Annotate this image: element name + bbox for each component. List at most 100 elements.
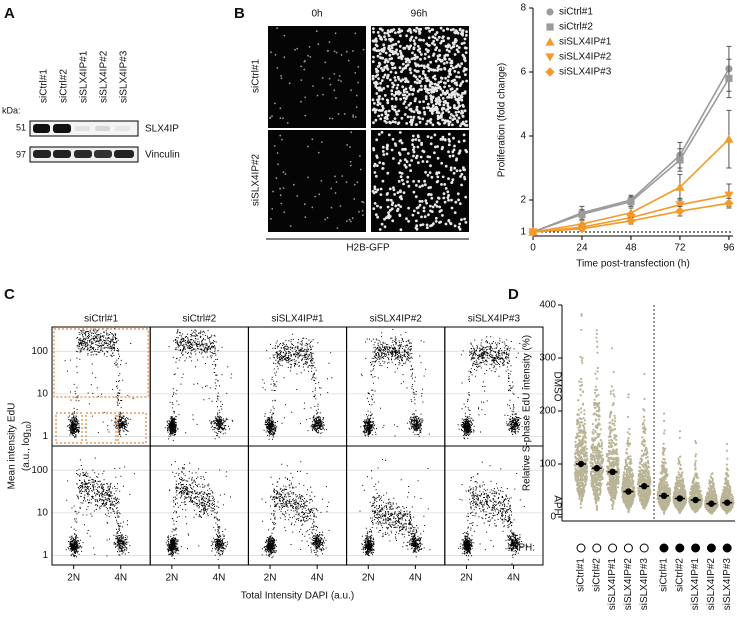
legend-label: siCtrl#2 xyxy=(559,22,593,33)
aph-indicator xyxy=(639,543,649,553)
y-axis-title: Relative S-phase EdU intensity (%) xyxy=(522,335,533,491)
cell-cloud xyxy=(165,461,231,560)
gate xyxy=(85,412,117,444)
aph-indicator xyxy=(576,543,586,553)
row-label: DMSO xyxy=(551,372,562,402)
cell-spread xyxy=(636,372,652,510)
lane-label: siSLX4IP#2 xyxy=(99,50,110,103)
marker xyxy=(724,134,734,143)
panel-letter: D xyxy=(508,286,519,303)
aph-indicator xyxy=(706,543,716,553)
cell-cloud xyxy=(458,460,529,565)
legend-label: siSLX4IP#3 xyxy=(559,67,612,78)
cell-spread xyxy=(672,430,688,515)
mean-point xyxy=(676,495,683,502)
marker-label: 97 xyxy=(16,149,26,159)
mean-point xyxy=(609,468,616,476)
cell-spread xyxy=(719,442,735,515)
cell-cloud xyxy=(261,461,330,559)
blot-band xyxy=(94,150,112,158)
column-label: siSLX4IP#2 xyxy=(370,314,423,325)
cell-cloud xyxy=(164,329,234,441)
cell-cloud xyxy=(65,457,135,558)
y-tick-label: 200 xyxy=(539,406,556,417)
x-tick-label: 0 xyxy=(530,243,536,254)
micrograph xyxy=(268,130,366,232)
column-label: siSLX4IP#1 xyxy=(271,314,324,325)
marker xyxy=(676,156,684,164)
marker xyxy=(675,182,685,191)
mean-point xyxy=(641,483,648,490)
marker xyxy=(577,224,587,234)
panel-frame xyxy=(346,326,446,447)
y-tick-label: 100 xyxy=(31,465,48,476)
x-tick-label: 96 xyxy=(723,243,735,254)
kda-label: kDa: xyxy=(2,105,21,115)
x-tick-label: siCtrl#2 xyxy=(674,558,685,592)
panel-letter: B xyxy=(234,5,245,22)
panel-frame xyxy=(149,445,249,566)
x-tick-label: siSLX4IP#3 xyxy=(639,558,650,611)
cell-nuclei xyxy=(371,130,469,232)
x-tick-label: 48 xyxy=(625,243,637,254)
blot-band xyxy=(114,150,134,158)
gate xyxy=(55,412,83,444)
y-tick-label: 1 xyxy=(42,550,48,561)
image-row-label: siCtrl#1 xyxy=(251,59,262,93)
x-tick-label: 4N xyxy=(311,573,324,584)
cell-cloud xyxy=(457,336,526,440)
x-tick-label: 4N xyxy=(409,573,422,584)
image-column-label: 96h xyxy=(411,9,428,20)
x-tick-label: siSLX4IP#2 xyxy=(623,558,634,611)
y-tick-label: 400 xyxy=(539,300,556,311)
legend-marker xyxy=(545,37,555,46)
aph-indicator xyxy=(608,543,618,553)
image-caption: H2B-GFP xyxy=(346,243,390,254)
image-grid xyxy=(268,26,469,232)
cell-spread xyxy=(605,347,620,510)
aph-indicator xyxy=(675,543,685,553)
y-axis-title: Mean intensity EdU xyxy=(7,403,18,490)
blot-band xyxy=(95,126,110,131)
y-tick-label: 10 xyxy=(37,389,49,400)
legend-marker xyxy=(546,8,554,16)
y-tick-label: 0 xyxy=(550,512,556,523)
x-tick-label: siCtrl#1 xyxy=(659,558,670,592)
column-label: siCtrl#2 xyxy=(182,314,216,325)
cell-spread xyxy=(688,439,704,514)
cell-cloud xyxy=(64,328,134,438)
lane-label: siCtrl#1 xyxy=(39,69,50,103)
y-tick-label: 100 xyxy=(31,346,48,357)
x-tick-label: 4N xyxy=(507,573,520,584)
legend-label: siSLX4IP#2 xyxy=(559,52,612,63)
lane-label: siCtrl#2 xyxy=(59,69,70,103)
x-tick-label: 2N xyxy=(362,573,375,584)
band-label: Vinculin xyxy=(145,150,180,161)
y-axis-title-sub: 10 xyxy=(26,424,33,432)
blot-band xyxy=(33,150,51,158)
y-tick-label: 300 xyxy=(539,353,556,364)
x-axis-title: Time post-transfection (h) xyxy=(576,259,690,270)
x-tick-label: 72 xyxy=(674,243,686,254)
x-tick-label: siCtrl#1 xyxy=(576,558,587,592)
y-axis-title: (a.u., log10) xyxy=(21,421,34,471)
marker xyxy=(626,216,636,226)
aph-indicator xyxy=(722,543,732,553)
x-axis-title: Total Intensity DAPI (a.u.) xyxy=(241,591,354,602)
cell-spread xyxy=(656,412,672,515)
x-tick-label: siCtrl#2 xyxy=(591,558,602,592)
gate xyxy=(53,328,149,398)
blot-band xyxy=(115,126,130,131)
cell-spread xyxy=(589,329,605,511)
image-row-label: siSLX4IP#2 xyxy=(251,153,262,206)
mean-point xyxy=(593,465,600,472)
cell-nuclei xyxy=(371,26,469,128)
y-tick-label: 4 xyxy=(520,131,526,142)
mean-point xyxy=(724,499,731,506)
gate xyxy=(117,412,147,444)
x-tick-label: 24 xyxy=(576,243,588,254)
cell-cloud xyxy=(262,333,333,440)
cell-spread xyxy=(704,472,719,515)
y-tick-label: 2 xyxy=(520,195,526,206)
